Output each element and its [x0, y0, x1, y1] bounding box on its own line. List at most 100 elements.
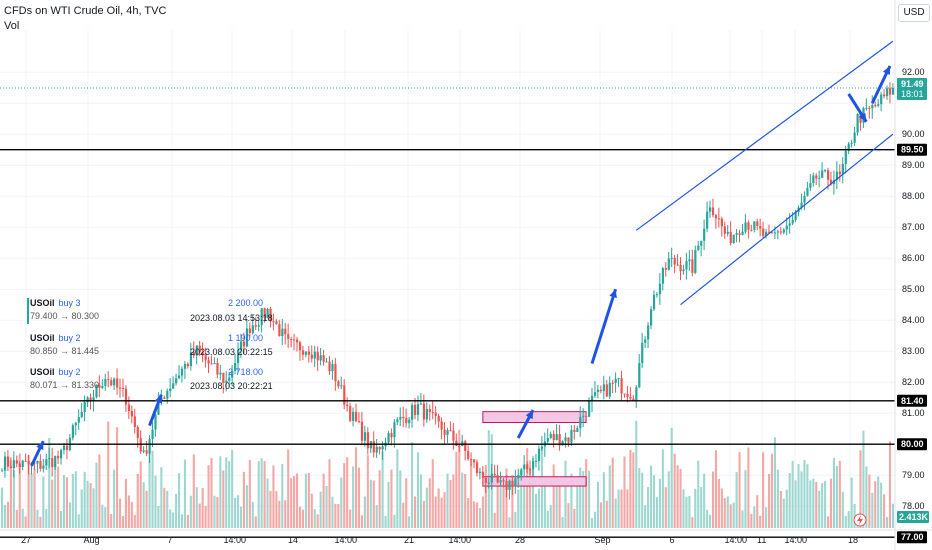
volume-bar: [824, 480, 827, 528]
currency-button[interactable]: USD: [898, 4, 930, 22]
candle: [189, 352, 192, 367]
candle: [39, 460, 42, 469]
volume-bar: [602, 472, 605, 528]
volume-bar: [443, 492, 446, 528]
channel-line-lower[interactable]: [680, 133, 894, 306]
candle: [275, 321, 278, 325]
candle: [57, 456, 60, 459]
candle: [602, 384, 605, 392]
volume-bar: [785, 489, 788, 528]
volume-bar: [809, 480, 812, 528]
volume-bar: [593, 511, 597, 528]
volume-bar: [886, 517, 889, 528]
volume-bar: [166, 490, 169, 528]
candle: [877, 104, 880, 106]
volume-bar: [98, 454, 101, 528]
price-axis-label: 85.00: [902, 284, 925, 294]
candle: [352, 411, 355, 421]
volume-bar: [803, 459, 806, 528]
volume-bar: [148, 450, 151, 528]
volume-bar: [110, 514, 113, 528]
volume-bar: [726, 496, 729, 528]
candle: [756, 221, 759, 226]
time-axis-label: Aug: [84, 535, 100, 545]
level-tag: [897, 394, 927, 407]
candle: [776, 231, 780, 233]
candle: [632, 398, 635, 402]
price-axis-label: 87.00: [902, 222, 925, 232]
volume-bar: [104, 507, 107, 528]
candle: [408, 419, 411, 424]
volume-bar: [119, 498, 122, 528]
arrow-up[interactable]: [590, 288, 618, 365]
candle: [411, 404, 414, 420]
volume-bar: [360, 515, 363, 528]
volume-bar: [652, 475, 656, 528]
volume-bar: [234, 498, 237, 528]
candle: [773, 232, 777, 234]
candle: [51, 458, 54, 468]
volume-bar: [201, 488, 204, 528]
volume-bar: [307, 472, 310, 528]
candle: [357, 421, 361, 423]
volume-bar: [505, 468, 508, 528]
volume-bar: [768, 473, 771, 528]
price-axis-label: 81.00: [902, 408, 925, 418]
channel-line-upper[interactable]: [635, 40, 894, 231]
candle: [328, 361, 331, 372]
volume-bar: [502, 481, 505, 528]
trade-label-3[interactable]: USOil buy 2 80.071 → 81.330: [30, 367, 230, 390]
candle: [434, 412, 437, 416]
volume-bar: [794, 480, 797, 528]
trade-range: 79.400 → 80.300: [30, 311, 100, 321]
candle: [735, 233, 738, 235]
time-axis-label: 14: [288, 535, 298, 545]
volume-bar: [313, 509, 316, 528]
volume-bar: [888, 441, 892, 528]
candle: [608, 382, 611, 397]
volume-bar: [558, 484, 561, 528]
volume-bar: [384, 516, 387, 528]
candle: [440, 421, 443, 430]
candle: [785, 225, 788, 230]
rectangle-zone[interactable]: [482, 411, 587, 423]
volume-bar: [862, 430, 865, 528]
volume-bar: [160, 467, 163, 528]
candle: [886, 88, 889, 97]
candle: [234, 362, 237, 371]
volume-bar: [431, 459, 434, 528]
volume-bar: [529, 467, 532, 528]
volume-bar: [806, 464, 809, 528]
volume-bar: [449, 479, 452, 528]
candle: [183, 363, 187, 369]
candle: [121, 387, 125, 389]
candle: [670, 257, 673, 259]
candle: [186, 363, 190, 367]
candle: [6, 456, 10, 467]
candle: [437, 415, 440, 422]
level-tag-label: 80.00: [901, 439, 924, 449]
volume-bar: [596, 481, 599, 528]
volume-bar: [667, 471, 670, 528]
volume-bar: [647, 487, 650, 528]
volume-bar: [298, 506, 302, 528]
candle: [254, 325, 257, 327]
candle: [768, 231, 771, 233]
volume-bar: [818, 490, 821, 528]
candle: [729, 231, 732, 244]
volume-bar: [658, 478, 661, 528]
candle: [679, 264, 682, 272]
trade-label-2[interactable]: USOil buy 2 80.850 → 81.445: [30, 333, 230, 356]
trade-label-1[interactable]: USOil buy 3 79.400 → 80.300: [27, 298, 230, 324]
volume-bar: [414, 496, 417, 528]
volume-bar: [567, 503, 570, 528]
candle: [298, 342, 302, 351]
candle: [195, 345, 198, 356]
volume-bar: [269, 490, 272, 528]
candle: [762, 228, 765, 236]
volume-bar: [788, 473, 791, 528]
volume-bar: [617, 489, 620, 528]
arrow-up-head: [36, 441, 44, 451]
volume-bar: [532, 455, 535, 528]
